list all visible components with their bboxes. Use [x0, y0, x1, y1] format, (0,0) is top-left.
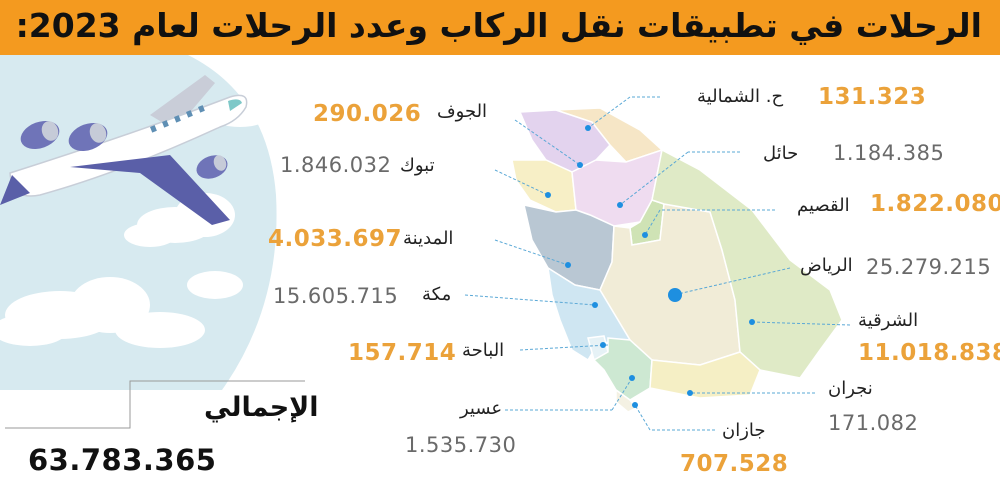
- region-najran: [649, 351, 761, 399]
- marker-asir: [629, 375, 635, 381]
- page-title: الرحلات في تطبيقات نقل الركاب وعدد الرحل…: [15, 6, 982, 45]
- marker-riyadh-capital: [668, 288, 682, 302]
- airplane-illustration: [0, 75, 248, 225]
- label-tabuk-name: تبوك: [400, 155, 435, 176]
- region-eastern: [651, 148, 843, 379]
- marker-baha: [600, 342, 606, 348]
- marker-makkah: [592, 302, 598, 308]
- cloud-illustration: [0, 103, 270, 348]
- label-riyadh-name: الرياض: [800, 255, 853, 276]
- label-eastern-value: 11.018.838: [858, 340, 1000, 366]
- label-madinah-value: 4.033.697: [268, 226, 402, 252]
- total-label: الإجمالي: [204, 392, 319, 423]
- sky-panel: [0, 55, 277, 390]
- label-jouf-name: الجوف: [437, 101, 488, 122]
- label-jazan-name: جازان: [722, 420, 766, 441]
- marker-jouf: [577, 162, 583, 168]
- label-najran-name: نجران: [828, 378, 873, 399]
- marker-tabuk: [545, 192, 551, 198]
- label-qassim-value: 1.822.080: [870, 191, 1000, 217]
- label-asir-name: عسير: [460, 398, 503, 419]
- label-qassim-name: القصيم: [797, 195, 850, 216]
- label-baha-value: 157.714: [348, 340, 457, 366]
- label-northern-borders-value: 131.323: [818, 84, 927, 110]
- label-eastern-name: الشرقية: [858, 310, 919, 331]
- marker-madinah: [565, 262, 571, 268]
- label-asir-value: 1.535.730: [405, 433, 517, 457]
- label-makkah-name: مكة: [422, 284, 452, 305]
- total-bracket: [5, 380, 305, 429]
- title-banner: الرحلات في تطبيقات نقل الركاب وعدد الرحل…: [0, 0, 1000, 55]
- marker-jazan: [632, 402, 638, 408]
- label-madinah-name: المدينة: [403, 228, 454, 249]
- label-jazan-value: 707.528: [680, 451, 789, 477]
- label-baha-name: الباحة: [462, 340, 505, 361]
- label-tabuk-value: 1.846.032: [280, 153, 392, 177]
- marker-hail: [617, 202, 623, 208]
- label-hail-value: 1.184.385: [833, 141, 945, 165]
- label-riyadh-value: 25.279.215: [866, 255, 992, 279]
- label-northern-borders-name: ح. الشمالية: [697, 86, 784, 107]
- label-hail-name: حائل: [763, 143, 799, 164]
- label-makkah-value: 15.605.715: [273, 284, 399, 308]
- total-value: 63.783.365: [28, 443, 217, 477]
- marker-najran: [687, 390, 693, 396]
- marker-qassim: [642, 232, 648, 238]
- marker-northern-borders: [585, 125, 591, 131]
- label-najran-value: 171.082: [828, 411, 919, 435]
- marker-eastern: [749, 319, 755, 325]
- label-jouf-value: 290.026: [313, 101, 422, 127]
